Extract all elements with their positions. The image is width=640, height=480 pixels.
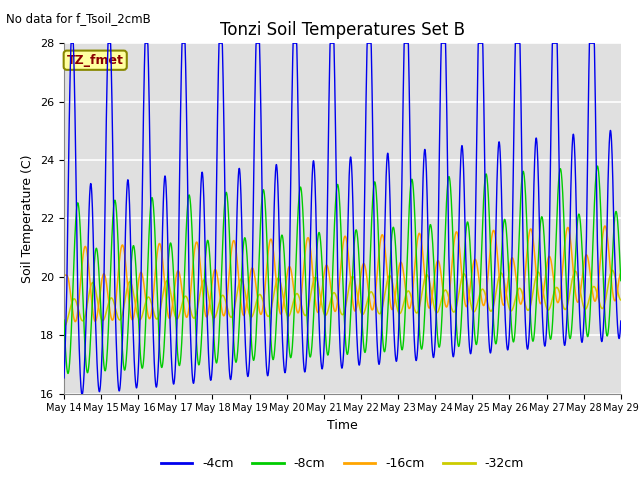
Title: Tonzi Soil Temperatures Set B: Tonzi Soil Temperatures Set B <box>220 21 465 39</box>
Text: No data for f_Tsoil_2cmB: No data for f_Tsoil_2cmB <box>6 12 151 25</box>
X-axis label: Time: Time <box>327 419 358 432</box>
Y-axis label: Soil Temperature (C): Soil Temperature (C) <box>22 154 35 283</box>
Text: TZ_fmet: TZ_fmet <box>67 54 124 67</box>
Legend: -4cm, -8cm, -16cm, -32cm: -4cm, -8cm, -16cm, -32cm <box>156 452 529 475</box>
